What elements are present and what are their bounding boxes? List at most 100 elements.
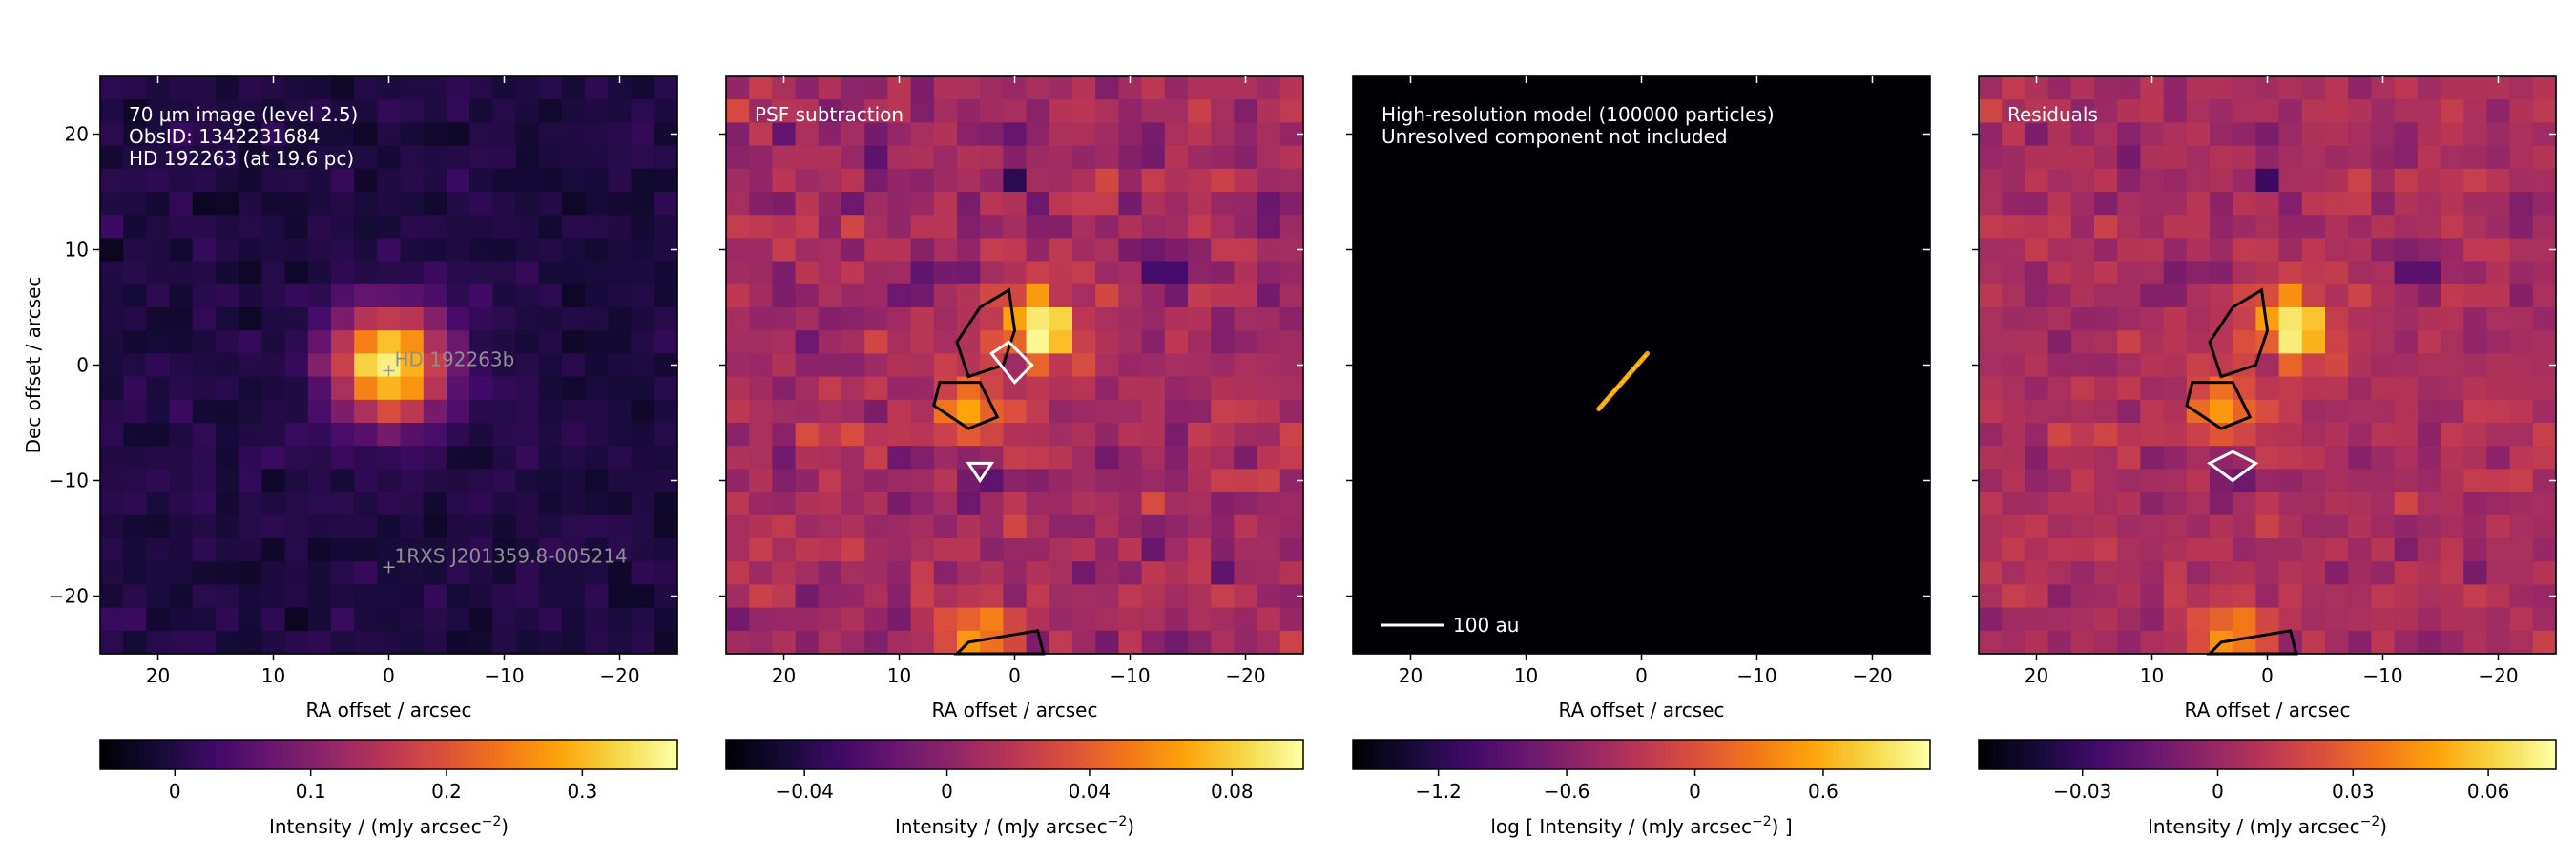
colorbar-segment bbox=[1358, 740, 1363, 769]
colorbar-segment bbox=[451, 740, 457, 769]
colorbar-segment bbox=[913, 740, 920, 769]
heatmap-cell bbox=[1049, 330, 1073, 354]
colorbar-segment bbox=[2483, 740, 2490, 769]
colorbar-segment bbox=[951, 740, 958, 769]
colorbar-segment bbox=[2363, 740, 2370, 769]
heatmap-cell bbox=[377, 168, 402, 193]
heatmap-cell bbox=[100, 514, 124, 539]
colorbar-segment bbox=[1723, 740, 1730, 769]
heatmap-cell bbox=[2094, 469, 2118, 493]
heatmap-cell bbox=[1979, 469, 2003, 493]
heatmap-cell bbox=[307, 630, 332, 655]
heatmap-cell bbox=[2486, 192, 2511, 216]
heatmap-cell bbox=[2348, 215, 2372, 239]
heatmap-cell bbox=[2301, 446, 2326, 470]
heatmap-cell bbox=[1257, 122, 1281, 147]
heatmap-cell bbox=[2163, 122, 2188, 147]
heatmap-cell bbox=[1211, 76, 1235, 100]
heatmap-cell bbox=[562, 307, 586, 331]
colorbar-segment bbox=[345, 740, 351, 769]
heatmap-cell bbox=[749, 283, 773, 308]
colorbar-segment bbox=[1728, 740, 1735, 769]
heatmap-cell bbox=[1279, 283, 1304, 308]
heatmap-cell bbox=[1072, 376, 1096, 401]
heatmap-cell bbox=[1026, 145, 1050, 170]
colorbar-segment bbox=[2358, 740, 2365, 769]
heatmap-cell bbox=[239, 215, 262, 239]
heatmap-cell bbox=[192, 99, 217, 123]
heatmap-cell bbox=[307, 376, 332, 401]
colorbar-segment bbox=[2088, 740, 2095, 769]
heatmap-cell bbox=[2117, 238, 2141, 262]
heatmap-cell bbox=[2371, 353, 2396, 378]
colorbar-segment bbox=[1028, 740, 1035, 769]
heatmap-cell bbox=[726, 399, 750, 424]
colorbar-segment bbox=[1867, 740, 1874, 769]
heatmap-cell bbox=[492, 584, 517, 609]
heatmap-cell bbox=[538, 353, 563, 378]
heatmap-cell bbox=[2348, 584, 2372, 609]
heatmap-cell bbox=[216, 122, 239, 147]
heatmap-cell bbox=[933, 192, 958, 216]
heatmap-cell bbox=[795, 423, 820, 447]
heatmap-cell bbox=[1049, 561, 1073, 585]
colorbar-segment bbox=[2368, 740, 2375, 769]
heatmap-cell bbox=[423, 238, 447, 262]
heatmap-cell bbox=[192, 514, 217, 539]
heatmap-cell bbox=[146, 145, 171, 170]
heatmap-cell bbox=[654, 283, 678, 308]
colorbar-segment bbox=[1096, 740, 1103, 769]
colorbar-segment bbox=[562, 740, 568, 769]
heatmap-cell bbox=[1003, 423, 1028, 447]
heatmap-cell bbox=[2025, 423, 2049, 447]
colorbar-segment bbox=[1886, 740, 1893, 769]
heatmap-cell bbox=[562, 514, 586, 539]
heatmap-cell bbox=[2255, 423, 2280, 447]
colorbar-segment bbox=[755, 740, 761, 769]
heatmap-cell bbox=[2163, 145, 2188, 170]
heatmap-cell bbox=[216, 469, 239, 493]
heatmap-cell bbox=[2486, 353, 2511, 378]
colorbar-segment bbox=[2060, 740, 2067, 769]
heatmap-cell bbox=[1118, 192, 1143, 216]
heatmap-cell bbox=[749, 307, 773, 331]
heatmap-cell bbox=[2210, 192, 2233, 216]
heatmap-cell bbox=[933, 283, 958, 308]
heatmap-cell bbox=[1164, 192, 1189, 216]
heatmap-cell bbox=[284, 538, 309, 562]
colorbar-segment bbox=[1593, 740, 1599, 769]
heatmap-cell bbox=[261, 283, 286, 308]
colorbar-segment bbox=[1182, 740, 1189, 769]
heatmap-cell bbox=[2094, 261, 2118, 285]
heatmap-cell bbox=[354, 283, 378, 308]
panel-annotation: Residuals bbox=[2007, 103, 2098, 126]
heatmap-cell bbox=[654, 399, 678, 424]
heatmap-cell bbox=[887, 283, 912, 308]
heatmap-cell bbox=[2002, 283, 2025, 308]
heatmap-cell bbox=[1026, 423, 1050, 447]
heatmap-cell bbox=[2163, 307, 2188, 331]
heatmap-cell bbox=[562, 538, 586, 562]
heatmap-cell bbox=[864, 215, 888, 239]
heatmap-cell bbox=[169, 584, 194, 609]
heatmap-cell bbox=[2140, 192, 2165, 216]
colorbar-segment bbox=[2378, 740, 2384, 769]
heatmap-cell bbox=[2371, 561, 2396, 585]
colorbar-segment bbox=[2109, 740, 2114, 769]
colorbar-segment bbox=[1087, 740, 1092, 769]
heatmap-cell bbox=[2417, 514, 2441, 539]
heatmap-cell bbox=[726, 446, 750, 470]
colorbar-segment bbox=[1255, 740, 1261, 769]
heatmap-cell bbox=[469, 607, 493, 632]
heatmap-cell bbox=[2210, 238, 2233, 262]
colorbar-segment bbox=[100, 740, 106, 769]
heatmap-cell bbox=[2348, 145, 2372, 170]
colorbar-segment bbox=[336, 740, 342, 769]
heatmap-cell bbox=[841, 307, 865, 331]
heatmap-cell bbox=[957, 584, 981, 609]
heatmap-cell bbox=[2047, 423, 2072, 447]
heatmap-cell bbox=[864, 399, 888, 424]
panel-annotation: Unresolved component not included bbox=[1381, 125, 1728, 148]
heatmap-cell bbox=[1188, 423, 1212, 447]
x-tick-label: −10 bbox=[484, 664, 524, 687]
